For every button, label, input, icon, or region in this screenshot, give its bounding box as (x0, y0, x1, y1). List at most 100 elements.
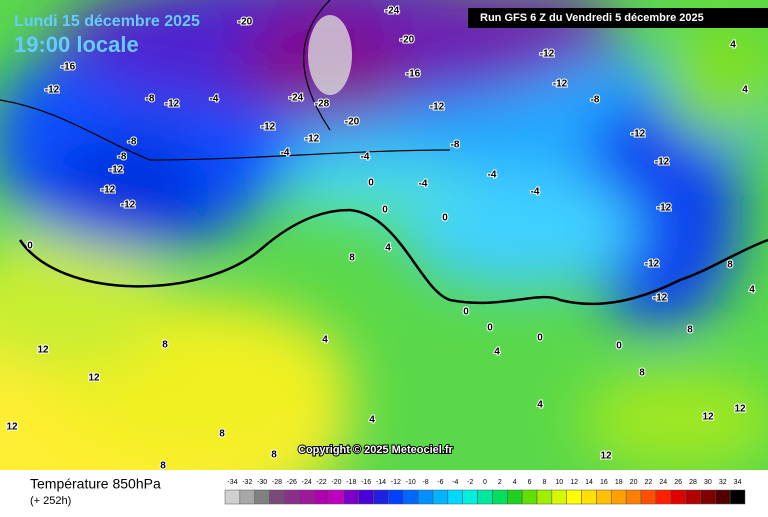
footer-lead: (+ 252h) (30, 495, 71, 507)
contour-label: 4 (385, 243, 391, 254)
legend-tick-label: 16 (600, 479, 608, 486)
legend-tick-label: 20 (630, 479, 638, 486)
legend-tick-label: -20 (331, 479, 341, 486)
contour-label: -12 (261, 122, 276, 133)
contour-label: -12 (121, 200, 136, 211)
contour-label: 8 (687, 325, 693, 336)
legend-tick-label: 28 (689, 479, 697, 486)
contour-label: 8 (639, 368, 645, 379)
contour-label: 0 (368, 178, 374, 189)
contour-label: 8 (162, 340, 168, 351)
legend-tick-label: 12 (570, 479, 578, 486)
legend-tick-label: 24 (659, 479, 667, 486)
legend-tick-label: 6 (528, 479, 532, 486)
contour-label: -24 (289, 93, 304, 104)
contour-label: -12 (553, 79, 568, 90)
legend-tick-label: 4 (513, 479, 517, 486)
color-legend: -34 -32 -30 -28 -26 -24 -22 -20 -18 -16 -14 -12 -10-… (224, 479, 746, 505)
legend-tick-label: -10 (406, 479, 416, 486)
legend-swatch (640, 489, 657, 505)
legend-tick-label: -32 (242, 479, 252, 486)
legend-tick-label: 8 (542, 479, 546, 486)
legend-swatch (581, 489, 597, 505)
contour-label: -8 (451, 140, 460, 151)
contour-label: -12 (109, 165, 124, 176)
contour-label: 8 (271, 450, 277, 461)
legend-swatch (625, 489, 642, 505)
legend-swatch (729, 489, 746, 505)
legend-swatch (447, 489, 463, 505)
legend-tick-label: 30 (704, 479, 712, 486)
contour-label: -20 (345, 117, 360, 128)
legend-swatch (715, 489, 731, 505)
legend-swatch (432, 489, 449, 505)
contour-label: -16 (406, 69, 421, 80)
contour-label: 0 (616, 341, 622, 352)
legend-tick-label: -30 (257, 479, 267, 486)
contour-label: 0 (463, 307, 469, 318)
legend-swatch (373, 489, 389, 505)
legend-swatch (239, 489, 255, 505)
legend-swatch (685, 489, 701, 505)
legend-swatch (551, 489, 567, 505)
contour-label: -8 (591, 95, 600, 106)
map-time: 19:00 locale (14, 32, 139, 57)
legend-swatch (313, 489, 330, 505)
legend-tick-label: -6 (437, 479, 443, 486)
contour-label: 12 (734, 404, 746, 415)
contour-label: -8 (118, 152, 127, 163)
contour-label: 8 (219, 429, 225, 440)
contour-label: -24 (385, 6, 400, 17)
contour-label: -12 (45, 85, 60, 96)
contour-label: -12 (165, 99, 180, 110)
contour-label: -8 (128, 137, 137, 148)
legend-swatch (343, 489, 359, 505)
contour-label: 4 (494, 347, 500, 358)
legend-swatch (284, 489, 300, 505)
run-info: Run GFS 6 Z du Vendredi 5 décembre 2025 (480, 12, 704, 24)
legend-tick-label: 32 (719, 479, 727, 486)
contour-label: 0 (27, 241, 33, 252)
contour-label: 4 (730, 40, 736, 51)
legend-tick-label: -16 (361, 479, 371, 486)
contour-label: -4 (361, 152, 370, 163)
legend-swatch (566, 489, 582, 505)
contour-label: 4 (537, 400, 543, 411)
legend-swatch (596, 489, 612, 505)
legend-swatch (254, 489, 270, 505)
legend-tick-label: -28 (272, 479, 282, 486)
legend-tick-label: -4 (452, 479, 458, 486)
legend-tick-label: -18 (346, 479, 356, 486)
contour-label: -4 (281, 148, 290, 159)
legend-tick-label: -22 (317, 479, 327, 486)
legend-swatch (403, 489, 419, 505)
legend-swatch (299, 489, 315, 505)
legend-swatch (492, 489, 508, 505)
legend-tick-label: -2 (467, 479, 473, 486)
legend-swatch (507, 489, 523, 505)
contour-label: 0 (442, 213, 448, 224)
contour-label: -28 (315, 99, 330, 110)
contour-label: -12 (653, 293, 668, 304)
contour-label: -12 (101, 185, 116, 196)
contour-label: 12 (37, 345, 49, 356)
contour-label: -12 (657, 203, 672, 214)
contour-label: 12 (6, 422, 18, 433)
contour-label: -4 (210, 94, 219, 105)
footer-title: Température 850hPa (30, 476, 161, 492)
legend-swatch (700, 489, 716, 505)
contour-label: -20 (238, 17, 253, 28)
legend-tick-label: 26 (674, 479, 682, 486)
contour-label: 8 (349, 253, 355, 264)
contour-label: -20 (400, 35, 415, 46)
map-date: Lundi 15 décembre 2025 (14, 13, 200, 30)
legend-swatch (224, 489, 241, 505)
legend-swatch (358, 489, 374, 505)
contour-label: -8 (146, 94, 155, 105)
legend-tick-label: 22 (645, 479, 653, 486)
contour-label: -12 (430, 102, 445, 113)
contour-label: -12 (540, 49, 555, 60)
contour-label: 12 (88, 373, 100, 384)
